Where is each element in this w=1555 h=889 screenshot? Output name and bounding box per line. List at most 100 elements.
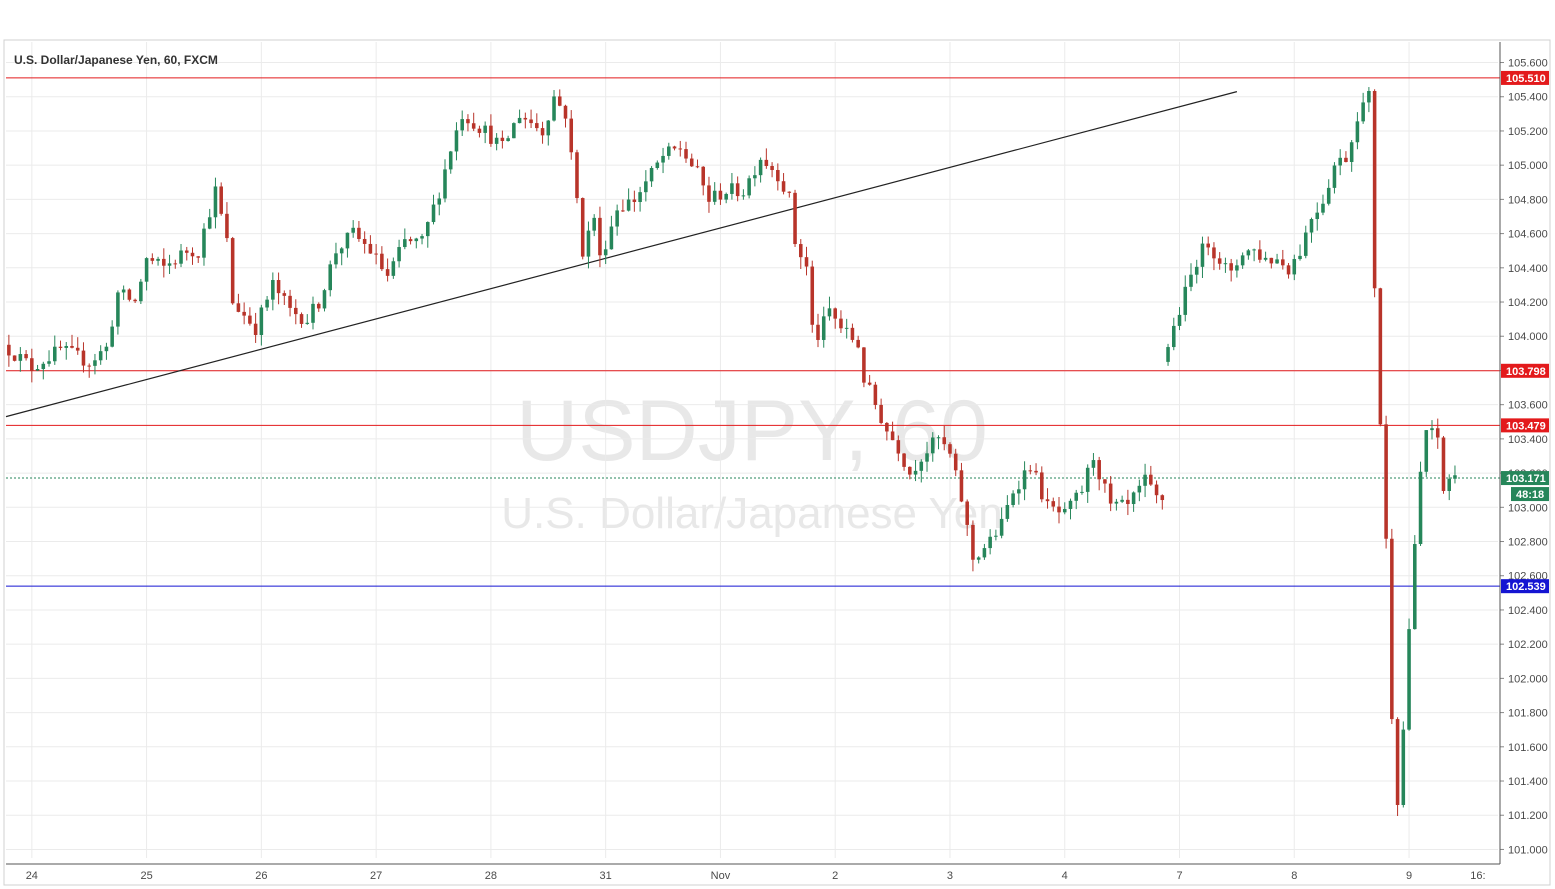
candle-body	[569, 118, 574, 153]
candle-body	[58, 346, 63, 348]
candle-body	[1344, 157, 1348, 163]
candle-body	[305, 322, 310, 324]
candle-body	[678, 148, 683, 150]
candle-body	[253, 323, 258, 335]
candle-body	[965, 501, 969, 525]
candle-body	[316, 303, 321, 309]
y-tick-label: 104.600	[1508, 229, 1548, 241]
candle-body	[1315, 212, 1320, 220]
y-tick-label: 105.600	[1508, 58, 1548, 70]
watermark-name: U.S. Dollar/Japanese Yen	[501, 489, 1002, 538]
x-tick-label: 26	[255, 870, 267, 882]
candle-body	[179, 250, 183, 264]
candle-body	[1390, 538, 1394, 720]
level-tag-label: 103.798	[1506, 366, 1546, 378]
candle-body	[127, 289, 132, 300]
x-tick-label: 2	[832, 870, 838, 882]
candle-body	[190, 252, 195, 257]
candle-body	[770, 166, 774, 171]
candle-body	[362, 238, 367, 244]
candle-body	[110, 326, 114, 347]
price-chart[interactable]: USDJPY, 60 U.S. Dollar/Japanese Yen 101.…	[0, 38, 1555, 889]
candle-body	[1200, 243, 1205, 267]
candle-body	[1108, 483, 1113, 504]
candle-body	[517, 117, 522, 124]
candle-body	[776, 170, 780, 182]
candle-body	[1258, 249, 1262, 260]
candle-body	[667, 146, 671, 156]
y-tick-label: 102.800	[1508, 537, 1548, 549]
y-tick-label: 101.800	[1508, 708, 1548, 720]
candle-body	[1355, 121, 1360, 143]
candle-body	[1321, 203, 1325, 213]
candle-body	[150, 258, 155, 261]
candle-body	[1435, 428, 1440, 438]
level-tag	[1501, 70, 1549, 85]
y-tick-label: 104.400	[1508, 263, 1548, 275]
candle-body	[437, 198, 442, 205]
candle-body	[1114, 501, 1119, 504]
candle-body	[689, 158, 694, 167]
candle-body	[1269, 257, 1274, 264]
candle-body	[798, 244, 803, 258]
candle-body	[1091, 460, 1096, 468]
candle-body	[282, 293, 287, 296]
candle-body	[1097, 460, 1101, 480]
trendline-layer	[5, 91, 1238, 418]
candle-body	[1034, 470, 1038, 473]
y-tick-label: 101.400	[1508, 776, 1548, 788]
candle-body	[167, 263, 172, 266]
candle-body	[357, 227, 361, 239]
candle-body	[649, 167, 654, 182]
candle-body	[821, 316, 826, 340]
candle-body	[1447, 478, 1452, 491]
candle-body	[380, 253, 384, 270]
y-tick-label: 101.200	[1508, 810, 1548, 822]
candle-body	[81, 350, 86, 366]
candle-body	[397, 247, 401, 262]
candle-body	[207, 217, 212, 229]
x-tick-label: 28	[485, 870, 497, 882]
candle-body	[1298, 255, 1302, 260]
candle-body	[391, 261, 396, 276]
candle-body	[1171, 325, 1176, 348]
candle-body	[1045, 499, 1050, 502]
candle-body	[546, 120, 551, 136]
candle-body	[1349, 142, 1354, 163]
candle-body	[839, 318, 843, 329]
candle-body	[885, 422, 889, 432]
candle-body	[431, 204, 436, 223]
candle-body	[64, 345, 69, 348]
candle-body	[385, 269, 390, 276]
chart-container[interactable]: USDJPY, 60 U.S. Dollar/Japanese Yen 101.…	[0, 38, 1555, 889]
candle-body	[598, 217, 602, 256]
candle-body	[219, 186, 223, 214]
candle-body	[890, 431, 895, 441]
y-tick-label: 103.000	[1508, 502, 1548, 514]
x-tick-label: 24	[26, 870, 38, 882]
candle-body	[294, 307, 298, 315]
candle-body	[483, 125, 487, 133]
candle-body	[626, 199, 631, 211]
candle-body	[535, 123, 539, 129]
y-tick-label: 105.200	[1508, 126, 1548, 138]
candle-body	[1378, 288, 1383, 425]
candle-body	[781, 181, 786, 192]
y-tick-label: 102.200	[1508, 639, 1548, 651]
candle-body	[1235, 265, 1239, 271]
candle-body	[414, 238, 419, 242]
candle-body	[827, 308, 832, 317]
candle-body	[506, 138, 510, 142]
candle-body	[276, 280, 281, 294]
candle-body	[47, 361, 51, 364]
candle-body	[512, 123, 516, 139]
candle-body	[873, 384, 878, 405]
candle-body	[902, 453, 906, 467]
candle-body	[575, 152, 579, 199]
candle-body	[1103, 479, 1107, 484]
candle-body	[1206, 243, 1210, 248]
x-tick-label: 16:	[1470, 870, 1485, 882]
candle-body	[586, 230, 591, 257]
candle-body	[196, 256, 201, 258]
candle-body	[1137, 485, 1142, 493]
